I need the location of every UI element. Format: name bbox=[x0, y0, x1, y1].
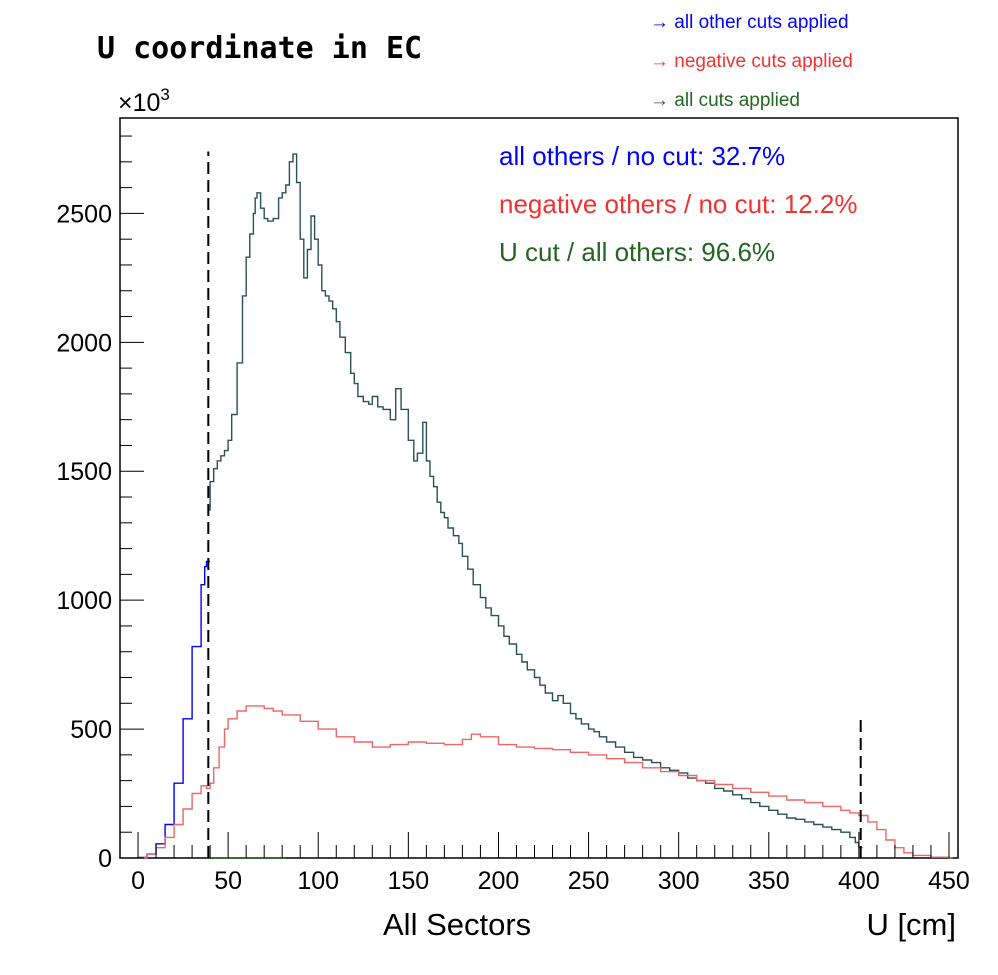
y-axis-ticks: 0 500 1000 1500 2000 2500 bbox=[56, 135, 144, 873]
x-tick-label: 100 bbox=[297, 867, 339, 895]
plot-frame bbox=[119, 117, 959, 859]
annotation-u-cut-ratio: U cut / all others: 96.6% bbox=[499, 237, 775, 267]
series-2-line bbox=[138, 705, 953, 859]
cut-lines bbox=[207, 151, 862, 858]
y-multiplier-label: ×103 bbox=[118, 85, 170, 117]
legend-entry-all-cuts: → all cuts applied bbox=[650, 90, 800, 111]
x-tick-label: 400 bbox=[838, 867, 880, 895]
y-tick-label: 1500 bbox=[56, 458, 112, 486]
x-axis-ticks: 0 50 100 150 200 250 300 350 400 450 bbox=[119, 832, 970, 895]
chart-title: U coordinate in EC bbox=[97, 31, 422, 66]
annotation-all-others-ratio: all others / no cut: 32.7% bbox=[499, 141, 785, 171]
x-tick-label: 300 bbox=[658, 867, 700, 895]
x-tick-label: 250 bbox=[568, 867, 610, 895]
series-0-line bbox=[138, 560, 211, 859]
x-tick-label: 350 bbox=[748, 867, 790, 895]
x-tick-label: 50 bbox=[214, 867, 242, 895]
x-axis-label: U [cm] bbox=[866, 907, 956, 942]
y-tick-label: 500 bbox=[70, 716, 112, 744]
x-tick-label: 150 bbox=[387, 867, 429, 895]
ratio-annotations: all others / no cut: 32.7% negative othe… bbox=[499, 141, 857, 267]
x-tick-label: 450 bbox=[928, 867, 970, 895]
x-tick-label: 0 bbox=[131, 867, 145, 895]
y-tick-label: 0 bbox=[98, 845, 112, 873]
legend-entry-all-other-cuts: → all other cuts applied bbox=[650, 12, 849, 33]
legend: → all other cuts applied → negative cuts… bbox=[650, 12, 853, 111]
sector-label: All Sectors bbox=[383, 907, 531, 942]
legend-entry-negative-cuts: → negative cuts applied bbox=[650, 51, 853, 72]
y-tick-label: 2000 bbox=[56, 329, 112, 357]
annotation-negative-others-ratio: negative others / no cut: 12.2% bbox=[499, 189, 857, 219]
x-tick-label: 200 bbox=[478, 867, 520, 895]
y-tick-label: 2500 bbox=[56, 200, 112, 228]
y-tick-label: 1000 bbox=[56, 587, 112, 615]
